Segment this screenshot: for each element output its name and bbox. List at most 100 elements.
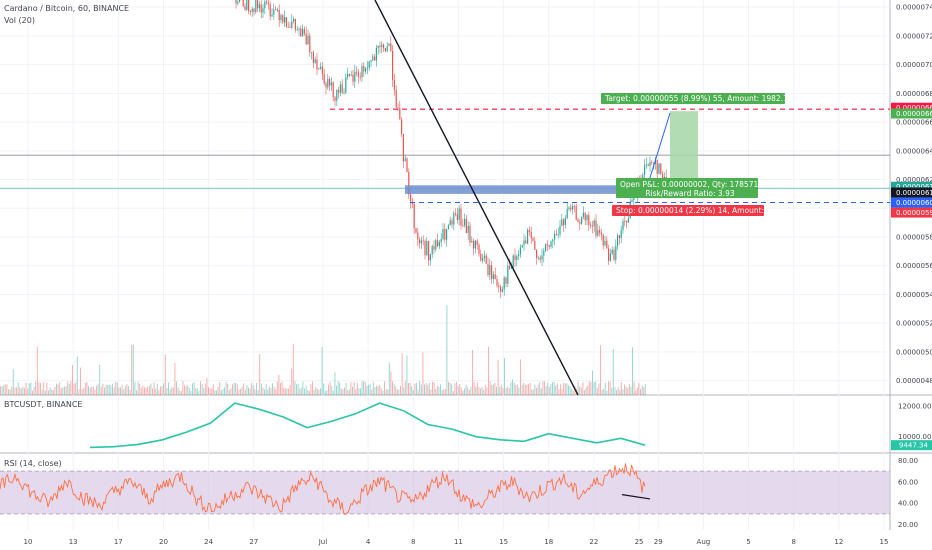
volume-bar	[80, 367, 81, 395]
volume-bar	[444, 388, 446, 395]
btc-legend[interactable]: BTCUSDT, BINANCE	[4, 400, 83, 409]
candle-body	[620, 229, 622, 239]
volume-bar	[323, 383, 325, 395]
volume-bar	[528, 384, 529, 395]
volume-bar	[41, 389, 43, 395]
volume-bar	[145, 387, 147, 395]
candle-body	[264, 1, 266, 9]
candle-body	[278, 9, 280, 21]
time-tick-label: 17	[114, 538, 123, 546]
rsi-band	[0, 471, 890, 514]
volume-bar	[374, 386, 376, 395]
volume-bar	[296, 384, 297, 395]
volume-bar	[276, 381, 278, 395]
volume-bar	[462, 390, 464, 395]
candle-body	[262, 8, 264, 13]
volume-bar	[211, 388, 213, 395]
volume-bar	[38, 382, 40, 395]
candle-body	[291, 21, 293, 28]
volume-bar	[507, 386, 509, 395]
volume-bar	[188, 387, 190, 395]
rsi-tick-label: 80.00	[898, 457, 918, 465]
volume-bar	[174, 362, 176, 395]
volume-bar	[395, 386, 397, 395]
volume-bar	[580, 387, 582, 395]
volume-bar	[304, 388, 305, 395]
volume-bar	[24, 387, 25, 395]
volume-bar	[68, 383, 70, 395]
volume-bar	[190, 390, 192, 395]
current_price-badge-text: 0.00000614	[896, 183, 932, 191]
rsi-tick-label: 60.00	[898, 478, 918, 486]
volume-bar	[460, 387, 462, 395]
volume-bar	[251, 382, 253, 395]
candle-body	[384, 48, 386, 52]
volume-bar	[579, 386, 581, 395]
main-legend[interactable]: Cardano / Bitcoin, 60, BINANCE	[4, 4, 130, 13]
volume-bar	[193, 382, 195, 395]
volume-bar	[300, 387, 302, 395]
drawing-overlays[interactable]: Target: 0.00000055 (8.99%) 55, Amount: 1…	[0, 0, 890, 396]
candle-body	[271, 14, 273, 17]
volume-bar	[513, 382, 515, 395]
volume-bar	[568, 385, 569, 395]
candle-body	[338, 89, 340, 93]
candle-body	[402, 134, 404, 162]
volume-bar	[84, 382, 86, 395]
candle-body	[505, 277, 507, 284]
volume-bar	[105, 384, 107, 395]
time-tick-label: 22	[589, 538, 598, 546]
volume-bar	[44, 390, 46, 395]
volume-bar	[8, 389, 9, 395]
candle-body	[491, 265, 493, 279]
volume-bar	[337, 381, 339, 395]
candle-body	[591, 225, 593, 227]
stop_price-badge	[891, 207, 932, 218]
volume-bar	[278, 374, 280, 395]
volume-bar	[86, 382, 88, 395]
volume-bar	[617, 387, 619, 395]
candle-body	[599, 230, 601, 233]
candle-body	[314, 59, 316, 63]
candle-body	[618, 235, 620, 239]
volume-bar	[419, 381, 421, 395]
volume-bar	[590, 382, 592, 395]
volume-legend[interactable]: Vol (20)	[4, 16, 35, 25]
volume-bar	[177, 387, 179, 395]
volume-bar	[420, 384, 422, 395]
volume-bar	[91, 386, 93, 395]
volume-bar	[641, 385, 643, 395]
volume-bar	[100, 386, 102, 395]
volume-bar	[577, 381, 579, 395]
volume-bar	[491, 384, 493, 395]
volume-bar	[516, 384, 518, 395]
volume-bar	[35, 381, 37, 395]
candle-body	[500, 287, 502, 292]
candle-body	[287, 26, 289, 28]
volume-bar	[345, 382, 347, 395]
volume-bar	[110, 385, 112, 395]
candle-body	[525, 240, 527, 244]
volume-bar	[241, 386, 243, 395]
volume-bar	[131, 344, 133, 395]
candle-body	[613, 249, 615, 260]
rsi-pane: 80.00 60.00 40.00 20.00	[0, 457, 918, 529]
rsi-legend[interactable]: RSI (14, close)	[4, 459, 62, 468]
volume-bar	[508, 388, 510, 395]
candle-body	[469, 225, 471, 243]
target-label: Target: 0.00000055 (8.99%) 55, Amount: 1…	[604, 94, 793, 103]
volume-bar	[198, 390, 200, 395]
volume-bar	[268, 386, 270, 395]
volume-bar	[265, 383, 267, 395]
candle-body	[516, 256, 518, 260]
candle-body	[361, 66, 363, 78]
candle-body	[530, 231, 532, 239]
volume-bar	[56, 383, 57, 395]
candle-body	[255, 0, 257, 12]
volume-bar	[187, 385, 189, 395]
volume-bar	[446, 305, 448, 395]
candle-body	[473, 240, 475, 249]
volume-bar	[312, 381, 313, 395]
candle-body	[347, 73, 349, 78]
